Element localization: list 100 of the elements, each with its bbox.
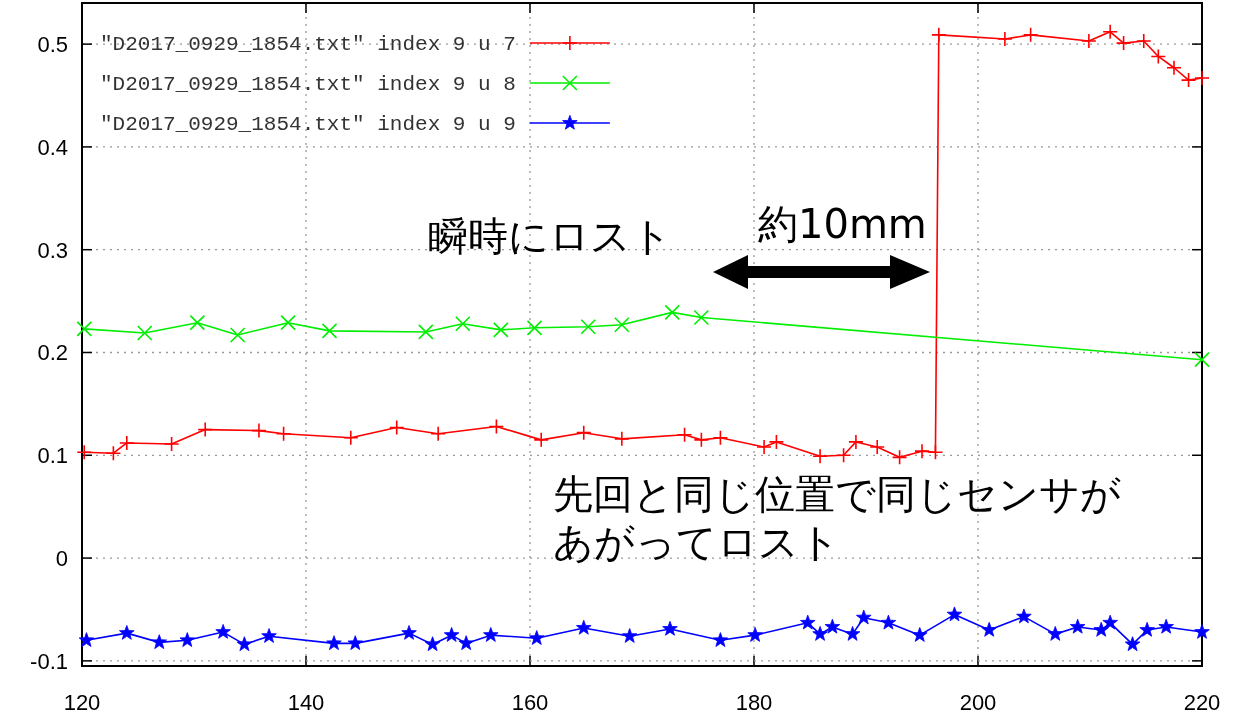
point xyxy=(136,325,153,341)
point xyxy=(483,627,499,642)
point xyxy=(856,609,872,625)
point xyxy=(401,625,417,640)
point xyxy=(946,606,963,622)
point xyxy=(347,635,363,651)
point xyxy=(693,432,710,448)
point xyxy=(236,636,253,652)
point xyxy=(1102,23,1118,40)
point xyxy=(343,430,359,446)
point xyxy=(430,425,446,442)
y-tick-label: 0.1 xyxy=(37,443,68,469)
legend-label: "D2017_0929_1854.txt" index 9 u 9 xyxy=(100,113,516,136)
point xyxy=(880,614,897,630)
point xyxy=(251,422,267,439)
point xyxy=(844,626,861,641)
legend-label: "D2017_0929_1854.txt" index 9 u 8 xyxy=(100,73,516,96)
legend-label: "D2017_0929_1854.txt" index 9 u 7 xyxy=(100,33,516,56)
point xyxy=(119,625,135,640)
point xyxy=(768,434,785,450)
point xyxy=(261,628,277,643)
y-tick-label: 0 xyxy=(55,546,68,572)
point xyxy=(1139,621,1155,637)
y-tick-label: 0.4 xyxy=(37,134,68,160)
point xyxy=(1016,608,1032,624)
point xyxy=(526,320,543,336)
point xyxy=(326,635,342,651)
point xyxy=(835,447,852,464)
point xyxy=(756,439,772,455)
point xyxy=(458,635,474,651)
point xyxy=(912,627,928,642)
point xyxy=(812,448,828,465)
point xyxy=(614,316,630,333)
point xyxy=(229,327,246,343)
point xyxy=(189,314,206,331)
point xyxy=(712,632,729,647)
annotation: 約10mm xyxy=(758,200,927,248)
point xyxy=(621,628,638,643)
point xyxy=(575,424,592,441)
point xyxy=(1150,48,1167,65)
point xyxy=(848,434,864,450)
point xyxy=(76,321,93,337)
point xyxy=(1115,35,1132,51)
point xyxy=(424,636,441,652)
y-tick-label: 0.5 xyxy=(37,32,68,58)
point xyxy=(151,634,167,649)
point xyxy=(747,627,763,642)
point xyxy=(1135,33,1152,49)
point xyxy=(280,314,296,331)
point xyxy=(1194,70,1210,86)
point xyxy=(576,619,592,635)
point xyxy=(812,626,828,641)
point xyxy=(1047,626,1063,641)
point xyxy=(891,449,908,466)
point xyxy=(529,630,545,645)
point xyxy=(1069,618,1086,634)
point xyxy=(1102,614,1118,630)
point xyxy=(388,419,405,436)
x-tick-label: 180 xyxy=(735,690,773,715)
point xyxy=(321,323,338,339)
point xyxy=(1124,636,1141,652)
point xyxy=(493,322,509,338)
point xyxy=(1093,621,1109,637)
point xyxy=(443,627,460,642)
point xyxy=(712,430,729,446)
point xyxy=(1194,623,1210,639)
x-tick-label: 140 xyxy=(287,690,325,715)
point xyxy=(488,418,505,435)
point xyxy=(455,315,471,332)
x-tick-label: 120 xyxy=(63,690,101,715)
point xyxy=(119,435,135,451)
point xyxy=(664,304,681,321)
point xyxy=(693,309,710,326)
point xyxy=(197,421,213,438)
point xyxy=(927,444,944,460)
x-tick-label: 220 xyxy=(1183,690,1221,715)
point xyxy=(179,632,195,647)
point xyxy=(1081,33,1097,49)
point xyxy=(997,31,1013,47)
point xyxy=(869,439,885,455)
point xyxy=(76,444,93,460)
point xyxy=(981,621,997,637)
point xyxy=(1180,72,1197,88)
point xyxy=(914,443,930,459)
point xyxy=(533,432,549,448)
point xyxy=(824,618,841,634)
point xyxy=(580,318,597,335)
point xyxy=(662,620,678,636)
y-tick-label: 0.3 xyxy=(37,237,68,263)
point xyxy=(1194,351,1210,368)
point xyxy=(78,632,95,647)
y-tick-label: -0.1 xyxy=(30,648,68,674)
x-tick-label: 200 xyxy=(959,690,997,715)
x-tick-label: 160 xyxy=(511,690,549,715)
point xyxy=(105,445,122,462)
point xyxy=(1158,618,1174,634)
point xyxy=(676,426,693,443)
point xyxy=(1022,27,1039,43)
annotation: 先回と同じ位置で同じセンサがあがってロスト xyxy=(553,470,1122,566)
point xyxy=(275,425,292,442)
